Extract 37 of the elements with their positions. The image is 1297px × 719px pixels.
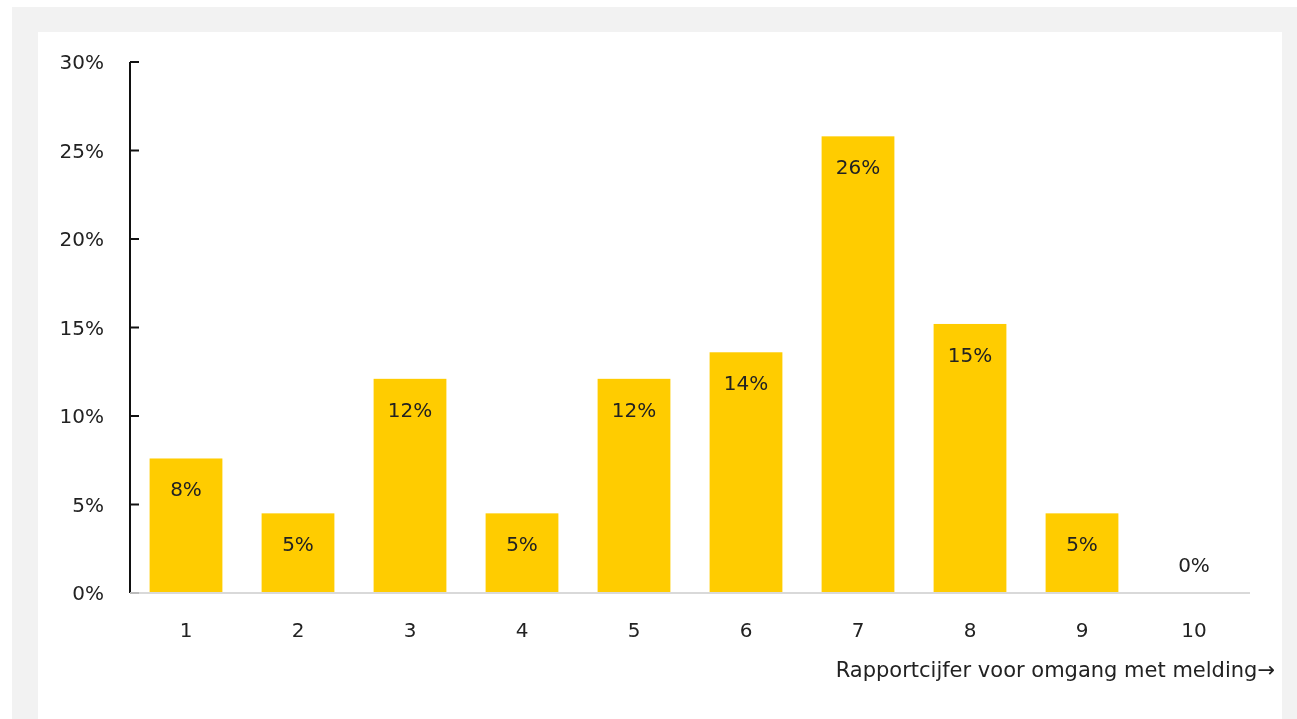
data-label: 14% [723,371,769,396]
bar [485,513,559,593]
data-label: 0% [1178,553,1210,577]
x-tick-label: 2 [291,618,305,642]
y-tick-label: 20% [59,227,104,251]
x-tick-label: 7 [851,618,865,642]
bar [709,352,783,593]
x-tick-label: 4 [515,618,529,642]
bar [373,378,447,593]
data-label: 15% [947,342,993,367]
data-label: 12% [387,397,433,422]
x-tick-label: 5 [627,618,641,642]
bar [821,136,895,593]
x-axis-title: Rapportcijfer voor omgang met melding→ [835,658,1275,683]
x-tick-label: 9 [1075,618,1089,642]
data-label: 5% [1066,532,1098,557]
x-tick-label: 6 [739,618,753,642]
bar [597,378,671,593]
bar [261,513,335,593]
bar [149,458,223,593]
x-tick-label: 3 [403,618,417,642]
data-label: 26% [835,155,881,180]
data-label: 8% [170,477,202,502]
x-tick-label: 1 [179,618,193,642]
data-label: 5% [282,532,314,557]
y-tick-label: 25% [59,138,104,163]
bar [933,323,1007,593]
x-tick-label: 8 [963,618,977,642]
data-label: 12% [611,397,657,422]
y-tick-label: 5% [72,492,104,517]
y-tick-label: 30% [59,50,104,74]
y-tick-label: 15% [59,315,104,340]
y-tick-label: 10% [59,404,104,428]
x-tick-label: 10 [1181,618,1207,642]
y-tick-label: 0% [72,581,104,605]
data-label: 5% [506,532,538,557]
bar [1045,513,1119,593]
